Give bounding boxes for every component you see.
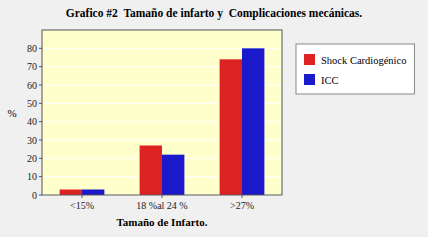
x-tick-label: 18 %al 24 % [136,200,187,211]
chart: Grafico #2 Tamaño de infarto y Complicac… [0,0,428,237]
y-tick-label: 80 [27,43,37,54]
y-tick-label: 50 [27,98,37,109]
y-tick-label: 60 [27,80,37,91]
bar [82,190,104,196]
y-tick-label: 0 [32,190,37,201]
y-tick-label: 30 [27,135,37,146]
legend-swatch [304,54,315,65]
bar [242,48,264,195]
grid [42,48,282,195]
legend-label: Shock Cardiogénico [321,55,406,66]
x-tick-label: <15% [70,200,94,211]
plot-frame [42,30,282,195]
bars [60,48,265,195]
y-tick-label: 40 [27,116,37,127]
y-tick-label: 20 [27,153,37,164]
legend-swatch [304,74,315,85]
bar [162,155,184,195]
x-tick [82,195,83,198]
x-axis-label: Tamaño de Infarto. [117,216,208,228]
y-axis-label: % [7,107,16,119]
legend: Shock Cardiogénico ICC [296,44,414,94]
y-tick-label: 70 [27,61,37,72]
x-tick [162,195,163,198]
x-tick-label: >27% [230,200,254,211]
title: Grafico #2 Tamaño de infarto y Complicac… [66,7,363,20]
bar [220,59,242,195]
x-tick [242,195,243,198]
chart-container: Grafico #2 Tamaño de infarto y Complicac… [0,0,428,237]
plot-background [42,30,282,195]
bar [140,146,162,196]
legend-label: ICC [321,75,339,86]
legend-frame [296,44,414,94]
y-tick-label: 10 [27,171,37,182]
bar [60,190,82,196]
